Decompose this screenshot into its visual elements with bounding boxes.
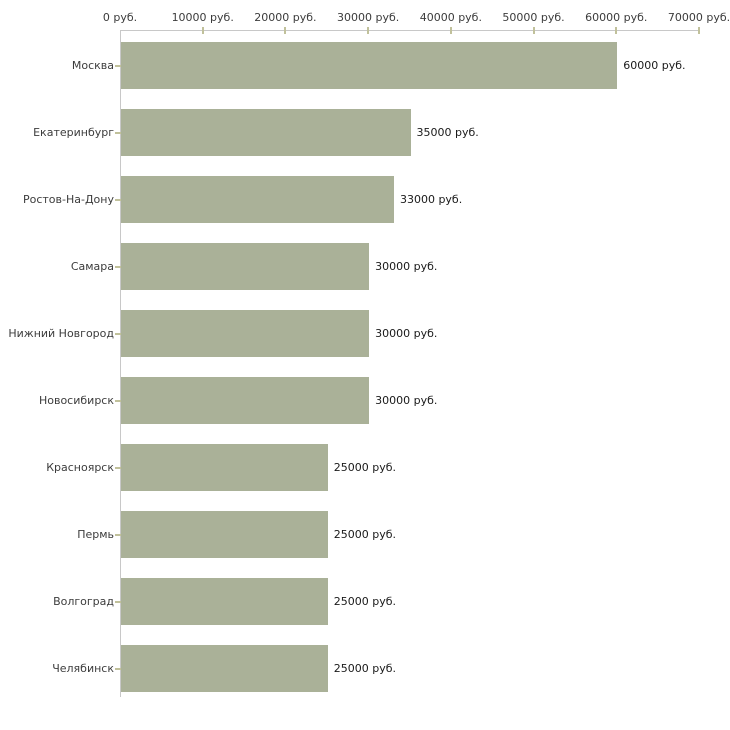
category-label: Челябинск — [52, 661, 114, 675]
category-tick-mark — [115, 332, 122, 335]
bar-value-label: 35000 руб. — [416, 125, 479, 139]
x-tick-mark — [449, 27, 452, 34]
chart-row: Екатеринбург 35000 руб. — [0, 99, 730, 166]
category-label: Новосибирск — [38, 393, 114, 407]
category-label: Пермь — [77, 527, 114, 541]
x-tick-mark — [615, 27, 618, 34]
bar — [121, 377, 370, 424]
bar-value-label: 30000 руб. — [375, 259, 438, 273]
category-label: Екатеринбург — [33, 125, 114, 139]
x-tick-mark — [201, 27, 204, 34]
category-tick-mark — [115, 600, 122, 603]
bar — [121, 444, 328, 491]
bar-value-label: 30000 руб. — [375, 326, 438, 340]
x-tick-label: 50000 руб. — [502, 11, 565, 24]
chart-row: Москва 60000 руб. — [0, 32, 730, 99]
chart-row: Ростов-На-Дону 33000 руб. — [0, 166, 730, 233]
bar-value-label: 33000 руб. — [399, 192, 463, 206]
x-tick-label: 30000 руб. — [337, 11, 400, 24]
chart-row: Пермь 25000 руб. — [0, 501, 730, 568]
bar — [121, 243, 370, 290]
y-axis-line — [120, 30, 121, 697]
category-label: Красноярск — [46, 460, 114, 474]
x-tick-label: 70000 руб. — [667, 11, 730, 24]
bar-value-label: 25000 руб. — [333, 460, 397, 474]
bar-value-label: 25000 руб. — [333, 527, 397, 541]
category-tick-mark — [115, 198, 122, 201]
chart-row: Красноярск 25000 руб. — [0, 434, 730, 501]
chart-row: Самара 30000 руб. — [0, 233, 730, 300]
bar — [121, 645, 328, 692]
x-tick-label: 10000 руб. — [171, 11, 234, 24]
category-tick-mark — [115, 131, 122, 134]
bar-value-label: 25000 руб. — [333, 594, 397, 608]
category-label: Ростов-На-Дону — [22, 192, 114, 206]
x-axis-line — [120, 30, 699, 31]
x-tick-mark — [367, 27, 370, 34]
category-label: Нижний Новгород — [8, 326, 114, 340]
category-label: Волгоград — [53, 594, 114, 608]
bar — [121, 42, 618, 89]
bar-value-label: 25000 руб. — [333, 661, 397, 675]
x-tick-label: 40000 руб. — [419, 11, 482, 24]
bar-value-label: 60000 руб. — [623, 58, 686, 72]
category-tick-mark — [115, 466, 122, 469]
bar — [121, 176, 394, 223]
category-tick-mark — [115, 64, 122, 67]
bar-value-label: 30000 руб. — [375, 393, 438, 407]
chart-row: Нижний Новгород 30000 руб. — [0, 300, 730, 367]
category-tick-mark — [115, 399, 122, 402]
x-tick-mark — [532, 27, 535, 34]
category-label: Самара — [70, 259, 114, 273]
category-tick-mark — [115, 533, 122, 536]
bar — [121, 578, 328, 625]
category-label: Москва — [71, 58, 114, 72]
x-tick-label: 60000 руб. — [585, 11, 648, 24]
chart-row: Волгоград 25000 руб. — [0, 568, 730, 635]
bar — [121, 109, 411, 156]
chart-row: Новосибирск 30000 руб. — [0, 367, 730, 434]
x-tick-label: 0 руб. — [102, 11, 138, 24]
x-tick-label: 20000 руб. — [254, 11, 317, 24]
chart-row: Челябинск 25000 руб. — [0, 635, 730, 702]
category-tick-mark — [115, 265, 122, 268]
category-tick-mark — [115, 667, 122, 670]
x-tick-mark — [698, 27, 700, 34]
x-tick-mark — [284, 27, 287, 34]
bar — [121, 511, 328, 558]
bar — [121, 310, 370, 357]
